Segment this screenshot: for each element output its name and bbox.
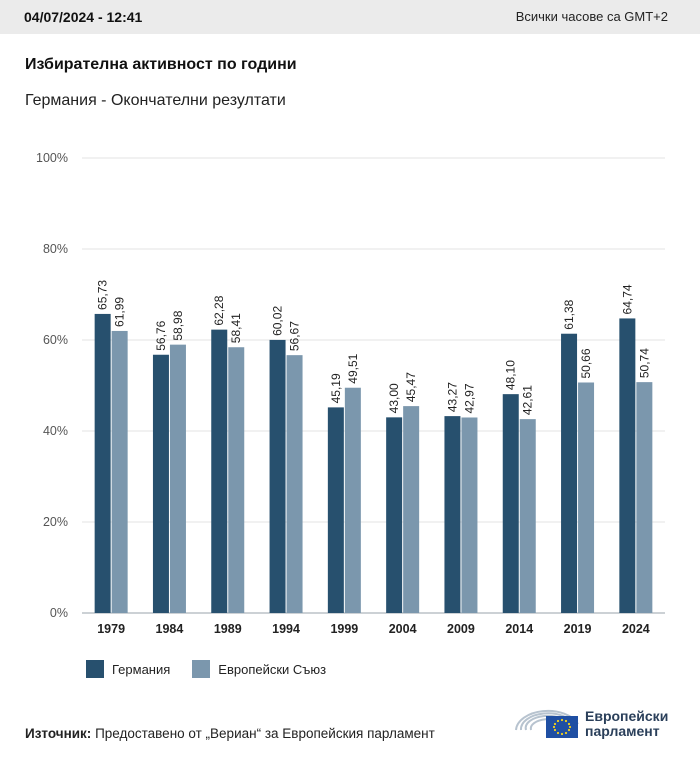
source-note: Източник: Предоставено от „Вериан“ за Ев…	[25, 726, 435, 741]
bar-germany	[211, 329, 228, 613]
data-label: 61,38	[562, 299, 576, 329]
data-label: 50,74	[637, 348, 651, 378]
x-tick-label: 2024	[622, 622, 650, 636]
y-tick-label: 20%	[43, 515, 68, 529]
legend-swatch-eu	[192, 660, 211, 678]
data-label: 42,97	[462, 383, 476, 413]
legend-swatch-germany	[86, 660, 104, 678]
data-label: 56,76	[154, 320, 168, 350]
bar-germany	[152, 354, 169, 613]
data-label: 48,10	[504, 360, 518, 390]
data-label: 43,27	[445, 382, 459, 412]
legend-item-germany: Германия	[86, 660, 170, 678]
y-tick-label: 80%	[43, 242, 68, 256]
bar-eu	[169, 344, 186, 613]
legend: Германия Европейски Съюз	[86, 660, 348, 678]
data-label: 50,66	[579, 348, 593, 378]
data-label: 42,61	[521, 385, 535, 415]
datetime: 04/07/2024 - 12:41	[24, 9, 143, 25]
bar-eu	[228, 347, 245, 613]
x-tick-label: 2014	[505, 622, 533, 636]
legend-label-eu: Европейски Съюз	[218, 661, 327, 677]
ep-logo: Европейски парламент	[512, 700, 682, 746]
bar-germany	[269, 339, 286, 613]
bar-germany	[619, 318, 636, 613]
y-tick-label: 40%	[43, 424, 68, 438]
top-bar: 04/07/2024 - 12:41 Всички часове са GMT+…	[0, 0, 700, 34]
bar-eu	[519, 419, 536, 613]
chart-subtitle: Германия - Окончателни резултати	[25, 92, 286, 109]
data-label: 45,19	[329, 373, 343, 403]
x-tick-label: 2004	[389, 622, 417, 636]
x-tick-label: 2019	[564, 622, 592, 636]
y-tick-label: 100%	[36, 151, 68, 165]
bar-eu	[111, 330, 128, 613]
legend-label-germany: Германия	[112, 661, 171, 677]
data-label: 62,28	[212, 295, 226, 325]
bar-eu	[344, 387, 361, 613]
bar-eu	[578, 382, 595, 613]
data-label: 61,99	[113, 297, 127, 327]
x-tick-label: 1984	[156, 622, 184, 636]
logo-line-1: Европейски	[585, 708, 669, 724]
data-label: 65,73	[96, 280, 110, 310]
data-label: 45,47	[404, 372, 418, 402]
legend-item-eu: Европейски Съюз	[192, 660, 326, 678]
bar-germany	[502, 394, 519, 613]
data-label: 49,51	[346, 353, 360, 383]
x-tick-label: 1999	[330, 622, 358, 636]
bar-germany	[444, 416, 461, 613]
data-label: 60,02	[271, 306, 285, 336]
x-tick-label: 1979	[97, 622, 125, 636]
data-label: 58,41	[229, 313, 243, 343]
bar-germany	[386, 417, 403, 613]
data-label: 56,67	[288, 321, 302, 351]
source-text: Предоставено от „Вериан“ за Европейския …	[91, 726, 435, 741]
y-tick-label: 60%	[43, 333, 68, 347]
x-tick-label: 1994	[272, 622, 300, 636]
data-label: 64,74	[620, 284, 634, 314]
y-tick-label: 0%	[50, 606, 68, 620]
chart-title: Избирателна активност по години	[25, 56, 297, 73]
parliament-emblem-icon	[515, 709, 579, 738]
source-label: Източник:	[25, 726, 92, 741]
bar-germany	[561, 333, 578, 613]
x-tick-label: 1989	[214, 622, 242, 636]
bar-eu	[403, 406, 420, 613]
bar-eu	[636, 382, 653, 613]
logo-line-2: парламент	[585, 723, 660, 739]
bar-eu	[461, 417, 478, 613]
data-label: 43,00	[387, 383, 401, 413]
bar-germany	[327, 407, 344, 613]
bar-germany	[94, 313, 111, 613]
x-tick-label: 2009	[447, 622, 475, 636]
timezone-note: Всички часове са GMT+2	[515, 9, 668, 24]
bar-eu	[286, 355, 303, 613]
data-label: 58,98	[171, 310, 185, 340]
